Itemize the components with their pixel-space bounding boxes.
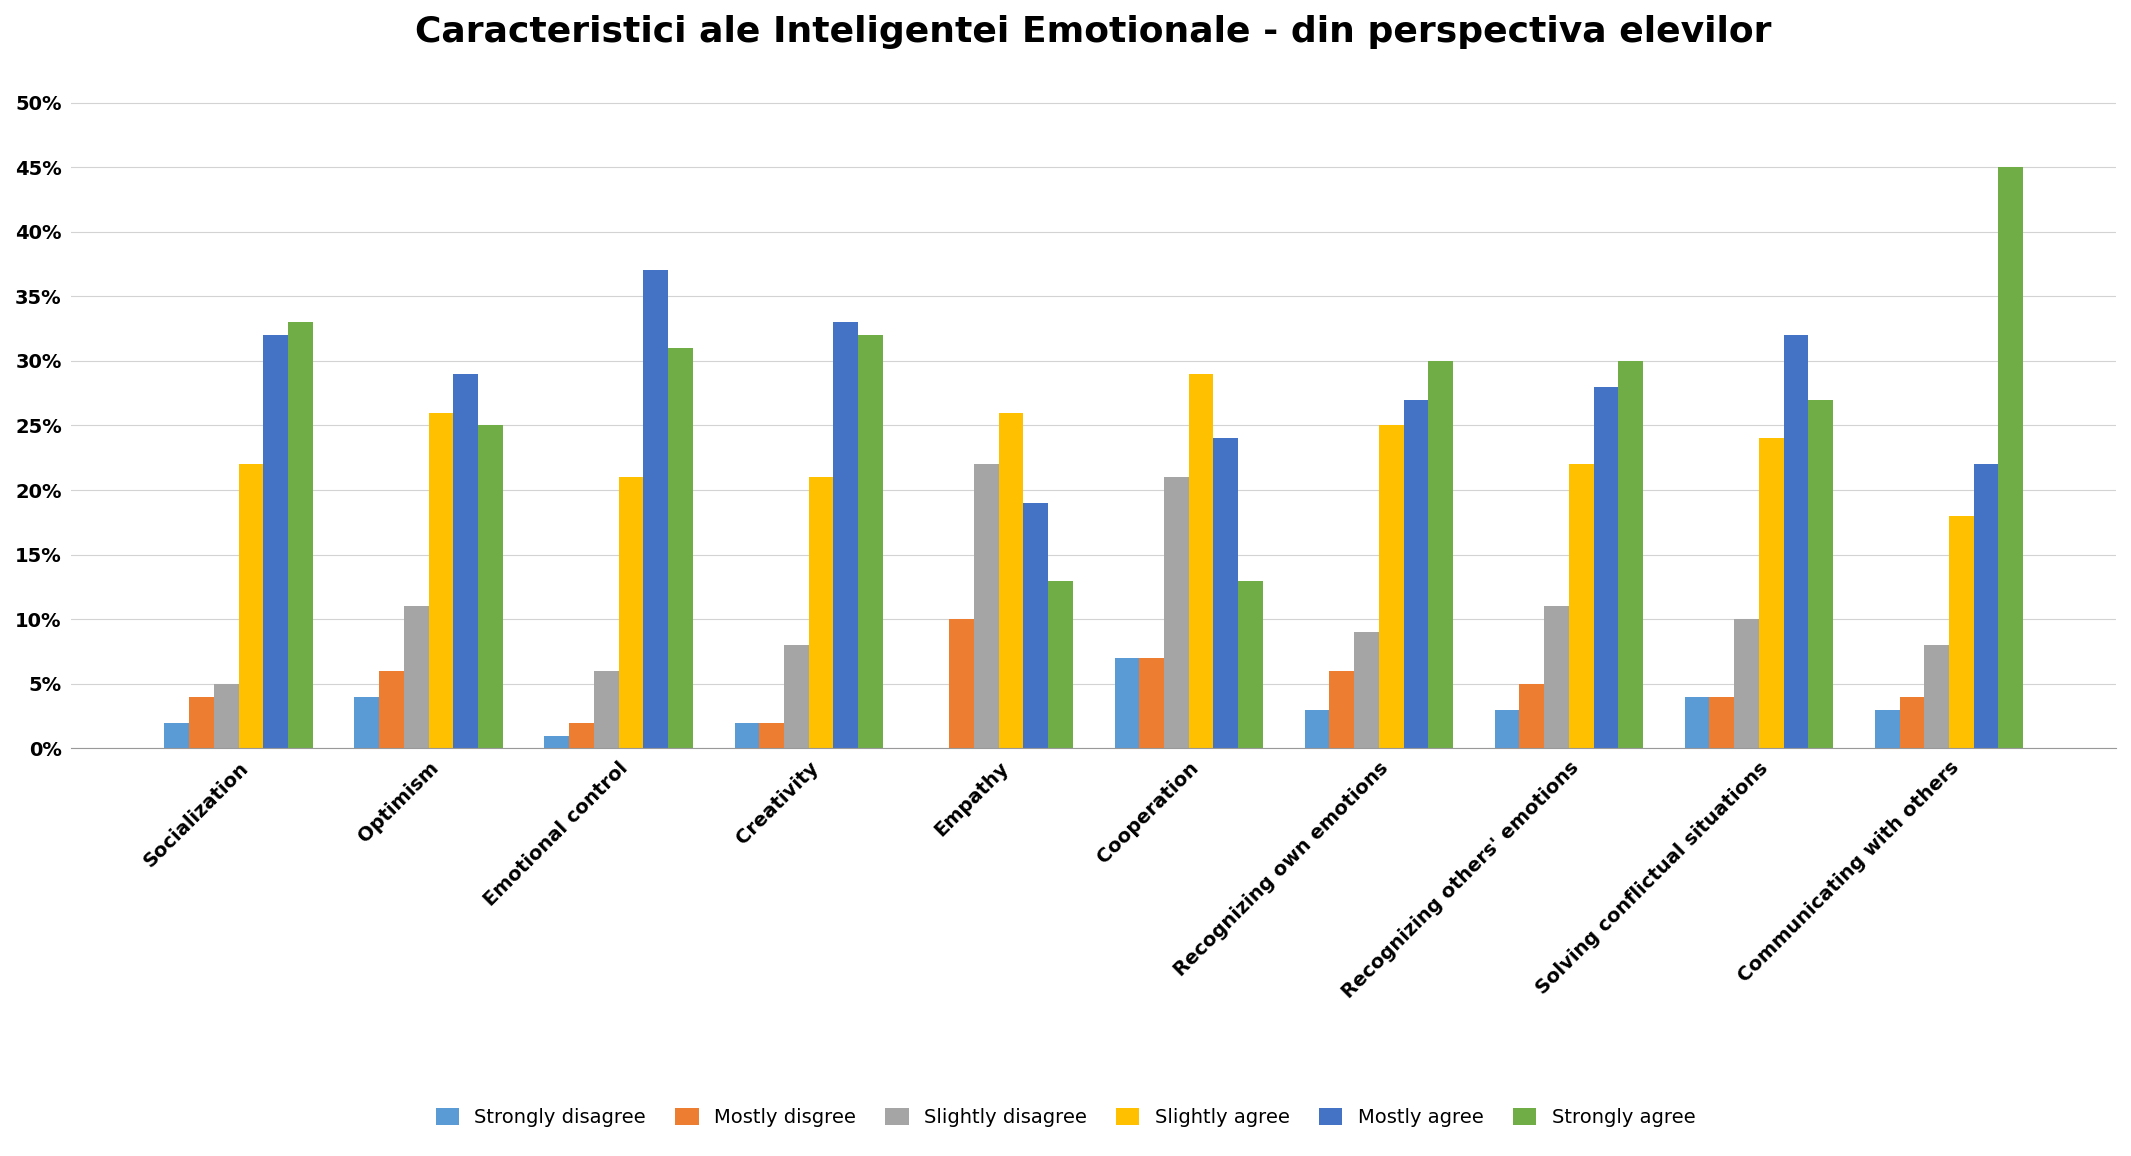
Bar [1924, 645, 1950, 748]
Bar [239, 465, 264, 748]
Bar [428, 413, 454, 748]
Bar [379, 670, 405, 748]
Bar [1404, 400, 1428, 748]
Bar [1189, 373, 1213, 748]
Bar [1048, 580, 1072, 748]
Bar [1238, 580, 1264, 748]
Bar [1213, 438, 1238, 748]
Bar [354, 697, 379, 748]
Bar [1617, 361, 1643, 748]
Bar [1304, 710, 1330, 748]
Bar [1115, 658, 1140, 748]
Bar [1875, 710, 1899, 748]
Bar [1545, 607, 1568, 748]
Bar [405, 607, 428, 748]
Bar [213, 684, 239, 748]
Bar [1950, 516, 1973, 748]
Bar [784, 645, 808, 748]
Bar [454, 373, 477, 748]
Bar [1809, 400, 1833, 748]
Bar [1899, 697, 1924, 748]
Bar [190, 697, 213, 748]
Bar [1973, 465, 1999, 748]
Bar [1519, 684, 1545, 748]
Bar [288, 323, 313, 748]
Bar [1023, 503, 1048, 748]
Bar [859, 335, 882, 748]
Bar [644, 271, 667, 748]
Bar [1758, 438, 1784, 748]
Bar [264, 335, 288, 748]
Bar [1999, 168, 2022, 748]
Bar [1379, 425, 1404, 748]
Bar [974, 465, 999, 748]
Bar [1353, 632, 1379, 748]
Bar [1735, 620, 1758, 748]
Bar [546, 735, 569, 748]
Bar [1428, 361, 1453, 748]
Bar [833, 323, 859, 748]
Bar [808, 477, 833, 748]
Legend: Strongly disagree, Mostly disgree, Slightly disagree, Slightly agree, Mostly agr: Strongly disagree, Mostly disgree, Sligh… [428, 1099, 1703, 1135]
Title: Caracteristici ale Inteligentei Emotionale - din perspectiva elevilor: Caracteristici ale Inteligentei Emotiona… [416, 15, 1773, 49]
Bar [1494, 710, 1519, 748]
Bar [1686, 697, 1709, 748]
Bar [1568, 465, 1594, 748]
Bar [1140, 658, 1164, 748]
Bar [735, 722, 759, 748]
Bar [618, 477, 644, 748]
Bar [759, 722, 784, 748]
Bar [1709, 697, 1735, 748]
Bar [667, 348, 693, 748]
Bar [569, 722, 595, 748]
Bar [1164, 477, 1189, 748]
Bar [999, 413, 1023, 748]
Bar [1784, 335, 1809, 748]
Bar [1594, 387, 1617, 748]
Bar [595, 670, 618, 748]
Bar [477, 425, 503, 748]
Bar [948, 620, 974, 748]
Bar [164, 722, 190, 748]
Bar [1330, 670, 1353, 748]
